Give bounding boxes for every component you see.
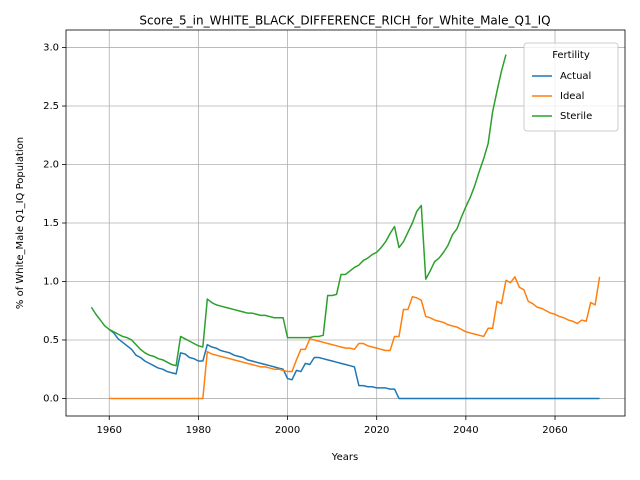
- series-line: [109, 276, 601, 400]
- legend-title: Fertility: [552, 50, 590, 61]
- y-axis-label: % of White_Male Q1_IQ Population: [15, 137, 26, 309]
- series-line: [108, 328, 600, 400]
- legend-label: Ideal: [560, 91, 584, 102]
- x-tick-label: 1980: [186, 425, 211, 436]
- series-line: [90, 54, 507, 367]
- chart-title: Score_5_in_WHITE_BLACK_DIFFERENCE_RICH_f…: [139, 14, 550, 28]
- y-tick-label: 1.5: [43, 218, 59, 229]
- y-tick-label: 2.0: [43, 160, 59, 171]
- y-tick-label: 0.5: [43, 335, 59, 346]
- legend-label: Actual: [560, 71, 591, 82]
- legend-label: Sterile: [560, 111, 592, 122]
- y-tick-label: 0.0: [43, 393, 59, 404]
- x-axis-label: Years: [331, 452, 358, 463]
- y-tick-label: 1.0: [43, 276, 59, 287]
- legend-box: [523, 42, 619, 132]
- y-tick-label: 2.5: [43, 101, 59, 112]
- y-tick-label: 3.0: [43, 43, 59, 54]
- x-tick-label: 2000: [275, 425, 300, 436]
- x-tick-label: 2040: [453, 425, 478, 436]
- x-tick-label: 2060: [542, 425, 567, 436]
- legend: Fertility Actual Ideal Sterile: [523, 42, 619, 132]
- x-tick-label: 2020: [364, 425, 389, 436]
- x-tick-label: 1960: [97, 425, 122, 436]
